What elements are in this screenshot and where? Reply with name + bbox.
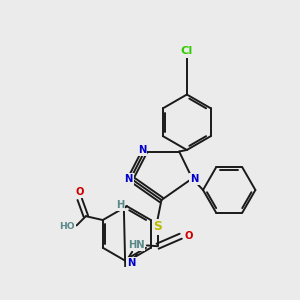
Text: N: N <box>127 258 136 268</box>
Text: Cl: Cl <box>181 46 193 56</box>
Text: N: N <box>138 145 146 155</box>
Text: HO: HO <box>60 223 75 232</box>
Text: H: H <box>116 200 124 210</box>
Text: S: S <box>153 220 162 233</box>
Text: H: H <box>63 223 70 232</box>
Text: O: O <box>75 187 84 196</box>
Text: N: N <box>124 174 133 184</box>
Text: HN: HN <box>128 240 144 250</box>
Text: N: N <box>190 174 199 184</box>
Text: O: O <box>184 231 193 241</box>
